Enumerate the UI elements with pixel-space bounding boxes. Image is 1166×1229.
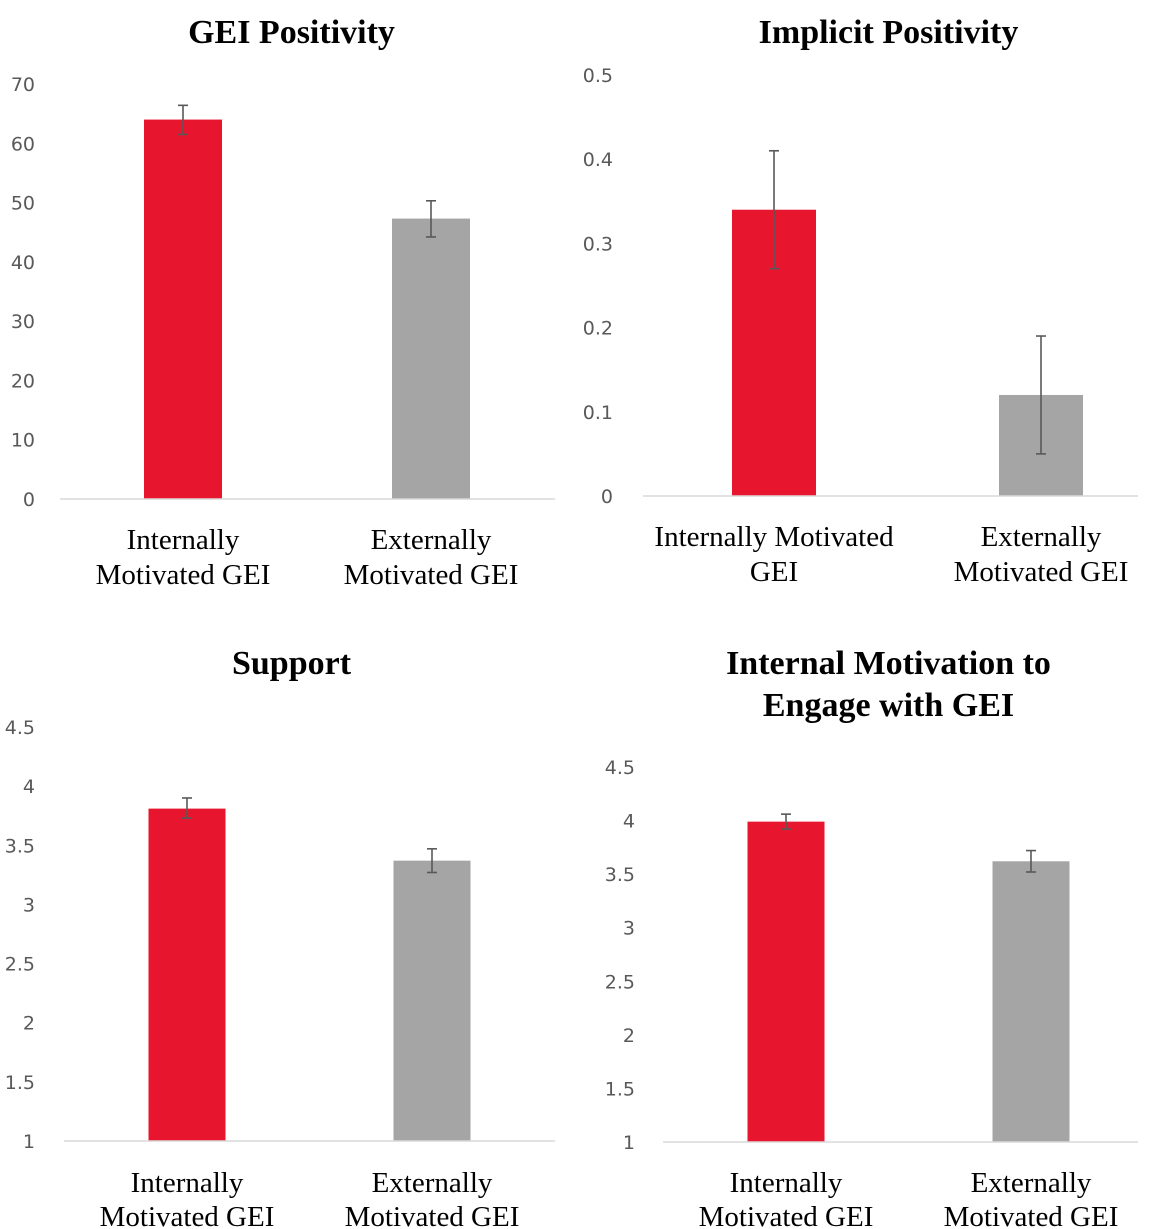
y-tick-label: 3 — [23, 894, 35, 916]
y-tick-label: 0.2 — [583, 318, 613, 340]
y-tick-label: 50 — [11, 193, 35, 215]
y-tick-label: 3 — [623, 918, 635, 940]
y-tick-label: 0.4 — [583, 149, 613, 171]
y-tick-label: 2 — [623, 1025, 635, 1047]
y-tick-label: 0 — [601, 486, 613, 508]
y-tick-label: 1 — [623, 1132, 635, 1154]
chart-title: Engage with GEI — [763, 687, 1014, 724]
bar — [148, 808, 226, 1141]
y-tick-label: 0 — [23, 489, 35, 511]
category-label: Motivated GEI — [100, 1201, 275, 1229]
category-label: Externally — [971, 1167, 1092, 1199]
chart-support: Support 1 1.5 2 2.5 3 3.5 4 4.5 Internally Motivat… — [0, 614, 583, 1229]
category-label: Internally Motivated — [654, 521, 894, 553]
category-label: Externally — [371, 524, 492, 556]
chart-title: Internal Motivation to — [726, 645, 1051, 682]
y-tick-label: 4 — [623, 811, 635, 833]
y-tick-label: 3.5 — [605, 864, 635, 886]
category-label: GEI — [750, 556, 798, 588]
category-label: Motivated GEI — [345, 1201, 520, 1229]
error-bar — [781, 813, 791, 830]
y-tick-label: 3.5 — [5, 835, 35, 857]
bar — [747, 821, 825, 1142]
y-tick-label: 0.5 — [583, 65, 613, 87]
y-tick-label: 40 — [11, 252, 35, 274]
bar — [992, 861, 1070, 1142]
y-tick-label: 0.3 — [583, 233, 613, 255]
y-tick-label: 2.5 — [605, 971, 635, 993]
y-tick-label: 2 — [23, 1013, 35, 1035]
error-bar — [426, 199, 436, 238]
y-tick-label: 4 — [23, 776, 35, 798]
y-tick-label: 4.5 — [5, 717, 35, 739]
category-label: Internally — [730, 1167, 843, 1199]
y-tick-label: 2.5 — [5, 954, 35, 976]
bar — [144, 119, 222, 500]
y-tick-label: 70 — [11, 74, 35, 96]
chart-svg: GEI Positivity010203040506070InternallyM… — [11, 14, 555, 591]
category-label: Internally — [127, 524, 240, 556]
category-label: Motivated GEI — [344, 559, 519, 591]
y-tick-label: 4.5 — [605, 757, 635, 779]
y-tick-label: 1.5 — [605, 1078, 635, 1100]
error-bar — [1026, 849, 1036, 873]
y-tick-label: 20 — [11, 370, 35, 392]
category-label: Motivated GEI — [944, 1201, 1119, 1229]
y-tick-label: 1 — [23, 1131, 35, 1153]
chart-title: GEI Positivity — [188, 14, 395, 51]
bar — [393, 860, 471, 1141]
error-bar — [1036, 335, 1046, 455]
chart-svg: Support11.522.533.544.5InternallyMotivat… — [5, 645, 555, 1229]
error-bar — [178, 104, 188, 136]
category-label: Motivated GEI — [699, 1201, 874, 1229]
category-label: Motivated GEI — [96, 559, 271, 591]
category-label: Motivated GEI — [954, 556, 1129, 588]
chart-svg: Implicit Positivity 0 0.1 0.2 0.3 0.4 0.5 Inter… — [583, 14, 1138, 588]
category-label: Externally — [372, 1167, 493, 1199]
chart-svg: Internal Motivation to Engage with GEI 1 1.… — [605, 645, 1138, 1229]
category-label: Internally — [131, 1167, 244, 1199]
error-bar — [769, 149, 779, 270]
y-tick-label: 10 — [11, 430, 35, 452]
error-bar — [182, 797, 192, 819]
chart-title: Implicit Positivity — [759, 14, 1019, 51]
chart-implicit-positivity: Implicit Positivity 0 0.1 0.2 0.3 0.4 0.5 Inter… — [583, 0, 1166, 614]
y-tick-label: 30 — [11, 311, 35, 333]
category-label: Externally — [981, 521, 1102, 553]
error-bar — [427, 848, 437, 874]
y-tick-label: 0.1 — [583, 402, 613, 424]
chart-gei-positivity: GEI Positivity 0 10 20 30 40 50 60 70 Internally M… — [0, 0, 583, 614]
bar — [392, 218, 470, 500]
y-tick-label: 60 — [11, 133, 35, 155]
y-tick-label: 1.5 — [5, 1072, 35, 1094]
chart-title: Support — [232, 645, 352, 682]
chart-internal-motivation: Internal Motivation to Engage with GEI 1 1.… — [583, 614, 1166, 1229]
